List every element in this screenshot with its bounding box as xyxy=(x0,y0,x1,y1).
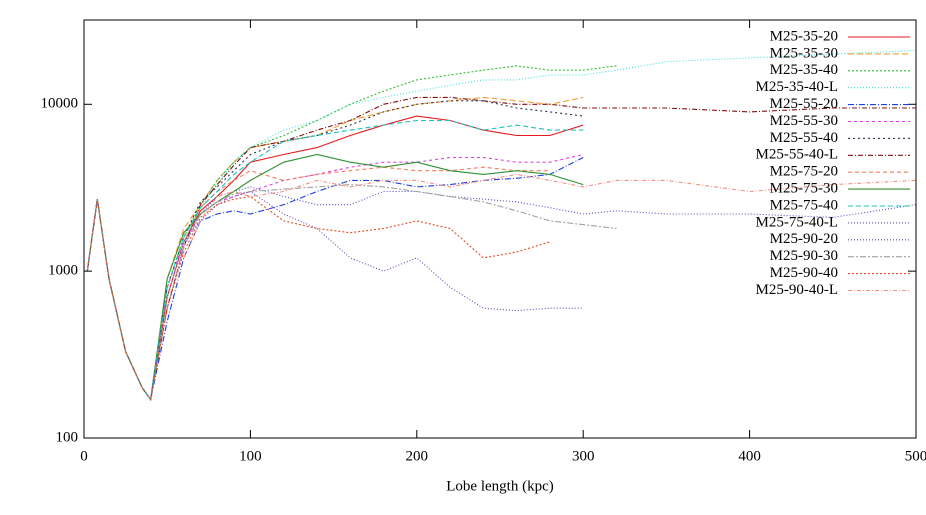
legend-label: M25-55-40 xyxy=(770,130,838,146)
legend-label: M25-55-40-L xyxy=(756,147,839,163)
series-line xyxy=(86,184,617,401)
series-line xyxy=(183,173,916,259)
series-line xyxy=(86,119,584,401)
legend-label: M25-35-40 xyxy=(770,62,838,78)
legend-label: M25-90-40-L xyxy=(756,282,839,298)
x-tick-label: 0 xyxy=(80,448,88,464)
legend-label: M25-75-30 xyxy=(770,181,838,197)
legend-label: M25-55-30 xyxy=(770,113,838,129)
x-tick-label: 300 xyxy=(572,448,595,464)
legend-label: M25-35-40-L xyxy=(756,79,839,95)
series-line xyxy=(86,49,916,401)
y-tick-label: 10000 xyxy=(41,96,79,112)
y-tick-label: 1000 xyxy=(48,263,78,279)
legend-label: M25-90-40 xyxy=(770,265,838,281)
series-line xyxy=(86,157,584,401)
legend-label: M25-90-20 xyxy=(770,231,838,247)
x-tick-label: 100 xyxy=(239,448,262,464)
series-line xyxy=(86,65,617,401)
legend-label: M25-75-40-L xyxy=(756,214,839,230)
x-tick-label: 500 xyxy=(905,448,926,464)
legend-label: M25-55-20 xyxy=(770,96,838,112)
legend-label: M25-35-20 xyxy=(770,28,838,44)
x-tick-label: 400 xyxy=(738,448,761,464)
legend-label: M25-75-20 xyxy=(770,164,838,180)
legend-label: M25-75-40 xyxy=(770,197,838,213)
series-line xyxy=(86,96,584,401)
series-line xyxy=(86,190,584,401)
plot-lines xyxy=(86,49,916,401)
x-tick-label: 200 xyxy=(406,448,429,464)
x-axis-label: Lobe length (kpc) xyxy=(446,478,553,494)
series-line xyxy=(86,153,584,401)
legend-label: M25-90-30 xyxy=(770,248,838,264)
series-line xyxy=(86,153,584,401)
y-tick-label: 100 xyxy=(56,429,79,445)
series-line xyxy=(86,195,551,401)
series-line xyxy=(86,100,584,401)
legend-label: M25-35-30 xyxy=(770,45,838,61)
plot-frame xyxy=(83,19,917,439)
